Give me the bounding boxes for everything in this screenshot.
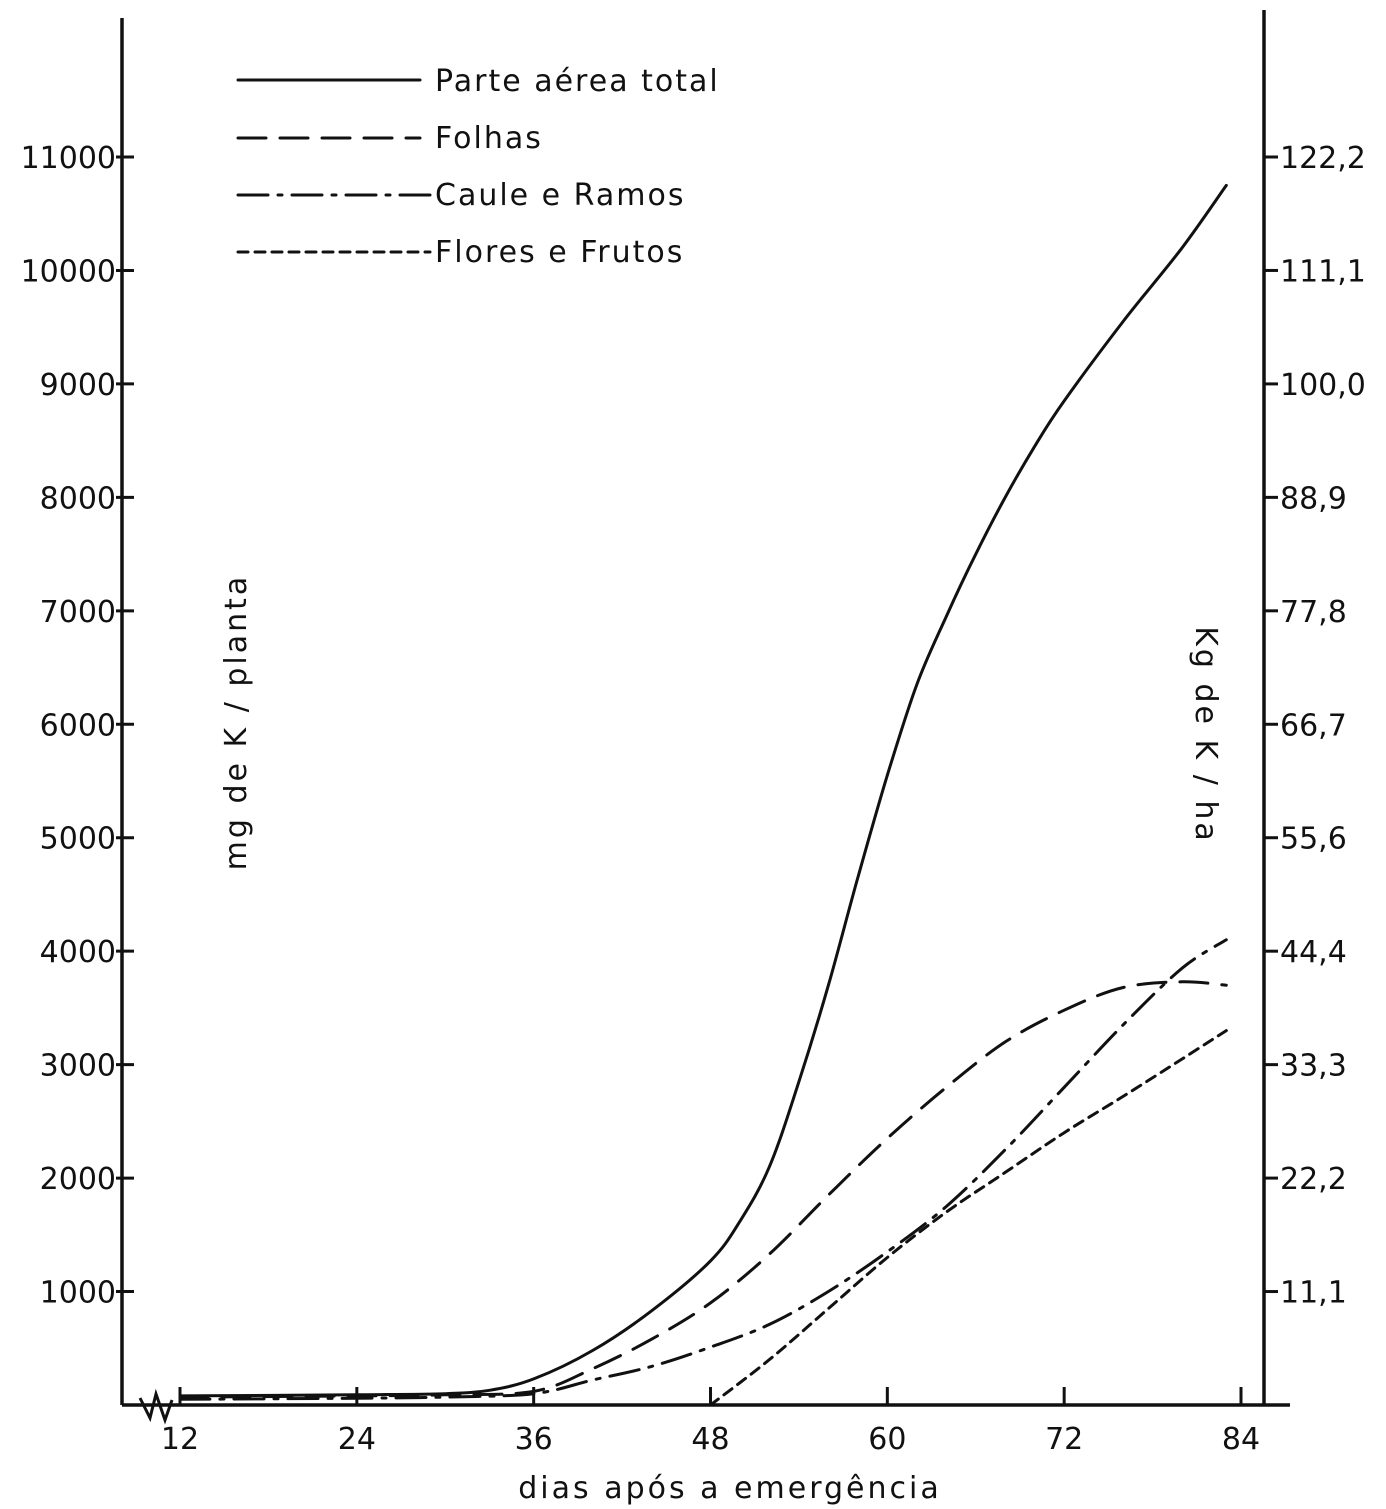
right-y-tick-label: 33,3: [1280, 1049, 1347, 1084]
right-y-tick-label: 44,4: [1280, 935, 1347, 970]
right-y-tick-label: 66,7: [1280, 708, 1347, 743]
left-y-tick-label: 9000: [40, 368, 116, 403]
left-y-tick-label: 11000: [21, 141, 116, 176]
left-y-tick-label: 3000: [40, 1049, 116, 1084]
right-y-tick-label: 100,0: [1280, 368, 1366, 403]
right-y-ticks: 11,1 22,2 33,3 44,4 55,6 66,7 77,8 88,9 100,0 111…: [1264, 141, 1366, 1311]
left-y-tick-label: 2000: [40, 1162, 116, 1197]
series-lines: [178, 183, 1228, 1407]
right-y-tick-label: 22,2: [1280, 1162, 1347, 1197]
x-tick-label: 72: [1045, 1422, 1083, 1457]
right-y-tick-label: 122,2: [1280, 141, 1366, 176]
legend-label-caule: Caule e Ramos: [435, 178, 685, 213]
left-y-tick-label: 1000: [40, 1276, 116, 1311]
series-line-2: [178, 938, 1228, 1401]
right-y-tick-label: 55,6: [1280, 822, 1347, 857]
left-y-tick-label: 10000: [21, 254, 116, 289]
right-y-tick-label: 11,1: [1280, 1276, 1347, 1311]
left-y-axis-title: mg de K / planta: [219, 574, 254, 871]
left-y-ticks: 1000 2000 3000 4000 5000 6000 7000 8000 9000 1000…: [21, 141, 134, 1311]
left-y-tick-label: 8000: [40, 481, 116, 516]
left-y-tick-label: 7000: [40, 595, 116, 630]
legend-label-flores: Flores e Frutos: [435, 235, 684, 270]
left-y-tick-label: 6000: [40, 708, 116, 743]
x-tick-label: 24: [338, 1422, 376, 1457]
x-tick-label: 12: [161, 1422, 199, 1457]
left-y-tick-label: 4000: [40, 935, 116, 970]
legend-label-total: Parte aérea total: [435, 64, 720, 99]
x-axis-title: dias após a emergência: [518, 1471, 941, 1506]
series-line-3: [709, 1029, 1228, 1407]
x-tick-label: 36: [515, 1422, 553, 1457]
left-y-tick-label: 5000: [40, 822, 116, 857]
x-ticks: 12 24 36 48 60 72 84: [161, 1387, 1260, 1457]
series-line-1: [178, 980, 1228, 1399]
right-y-tick-label: 88,9: [1280, 481, 1347, 516]
x-tick-label: 60: [868, 1422, 906, 1457]
legend: Parte aérea total Folhas Caule e Ramos F…: [236, 64, 720, 270]
x-tick-label: 84: [1222, 1422, 1260, 1457]
axis-break-icon: [138, 1388, 174, 1425]
right-y-axis-title: Kg de K / ha: [1188, 626, 1223, 844]
legend-label-folhas: Folhas: [435, 121, 543, 156]
x-tick-label: 48: [691, 1422, 729, 1457]
right-y-tick-label: 77,8: [1280, 595, 1347, 630]
right-y-tick-label: 111,1: [1280, 254, 1366, 289]
series-line-0: [178, 183, 1228, 1398]
